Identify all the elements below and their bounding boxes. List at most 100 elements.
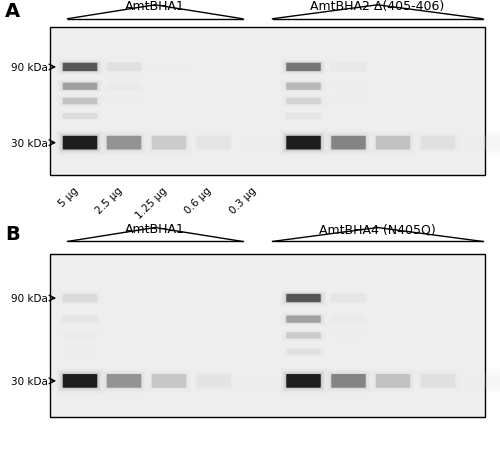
FancyBboxPatch shape — [284, 82, 323, 92]
FancyBboxPatch shape — [242, 374, 276, 388]
FancyBboxPatch shape — [63, 349, 97, 355]
FancyBboxPatch shape — [60, 372, 100, 390]
FancyBboxPatch shape — [328, 133, 370, 153]
FancyBboxPatch shape — [331, 137, 366, 150]
FancyBboxPatch shape — [374, 372, 412, 390]
FancyBboxPatch shape — [62, 83, 98, 91]
FancyBboxPatch shape — [328, 372, 368, 390]
FancyBboxPatch shape — [103, 133, 145, 153]
FancyBboxPatch shape — [286, 63, 321, 72]
FancyBboxPatch shape — [376, 294, 410, 303]
Text: 1.25 μg: 1.25 μg — [134, 185, 169, 220]
FancyBboxPatch shape — [59, 133, 101, 153]
FancyBboxPatch shape — [286, 114, 321, 119]
FancyBboxPatch shape — [331, 332, 366, 339]
FancyBboxPatch shape — [103, 371, 145, 391]
Text: AmtBHA2 Δ(405-406): AmtBHA2 Δ(405-406) — [310, 0, 444, 13]
Text: AmtBHA4 (N405Q): AmtBHA4 (N405Q) — [319, 223, 436, 236]
FancyBboxPatch shape — [63, 83, 97, 91]
FancyBboxPatch shape — [376, 374, 410, 388]
FancyBboxPatch shape — [106, 374, 142, 388]
FancyBboxPatch shape — [150, 136, 188, 151]
FancyBboxPatch shape — [62, 136, 98, 151]
FancyBboxPatch shape — [286, 98, 322, 106]
FancyBboxPatch shape — [466, 137, 500, 150]
FancyBboxPatch shape — [375, 136, 411, 150]
FancyBboxPatch shape — [331, 316, 366, 323]
FancyBboxPatch shape — [286, 83, 322, 91]
FancyBboxPatch shape — [60, 82, 100, 92]
FancyBboxPatch shape — [376, 137, 410, 150]
FancyBboxPatch shape — [282, 314, 325, 325]
FancyBboxPatch shape — [326, 370, 370, 392]
Text: 5 μg: 5 μg — [56, 185, 80, 208]
FancyBboxPatch shape — [106, 136, 142, 150]
FancyBboxPatch shape — [329, 372, 368, 390]
FancyBboxPatch shape — [152, 63, 186, 72]
FancyBboxPatch shape — [282, 292, 326, 305]
FancyBboxPatch shape — [282, 132, 326, 154]
FancyBboxPatch shape — [62, 136, 98, 150]
FancyBboxPatch shape — [421, 374, 456, 388]
FancyBboxPatch shape — [282, 62, 325, 74]
FancyBboxPatch shape — [286, 332, 322, 339]
FancyBboxPatch shape — [58, 61, 102, 75]
FancyBboxPatch shape — [285, 373, 322, 389]
FancyBboxPatch shape — [104, 372, 144, 390]
FancyBboxPatch shape — [58, 369, 102, 393]
FancyBboxPatch shape — [63, 374, 97, 388]
FancyBboxPatch shape — [282, 371, 325, 391]
FancyBboxPatch shape — [281, 369, 326, 393]
Text: AmtBHA1: AmtBHA1 — [125, 0, 185, 13]
FancyBboxPatch shape — [286, 137, 321, 150]
FancyBboxPatch shape — [421, 137, 456, 150]
FancyBboxPatch shape — [106, 373, 142, 389]
FancyBboxPatch shape — [60, 63, 100, 73]
FancyBboxPatch shape — [152, 374, 186, 388]
FancyBboxPatch shape — [285, 315, 322, 324]
FancyBboxPatch shape — [107, 99, 142, 105]
Text: B: B — [5, 225, 20, 244]
FancyBboxPatch shape — [326, 132, 370, 154]
FancyBboxPatch shape — [284, 372, 324, 390]
FancyBboxPatch shape — [286, 332, 321, 339]
FancyBboxPatch shape — [107, 83, 142, 91]
Text: A: A — [5, 2, 20, 21]
FancyBboxPatch shape — [62, 63, 98, 73]
FancyBboxPatch shape — [150, 372, 188, 390]
FancyBboxPatch shape — [281, 291, 326, 306]
FancyBboxPatch shape — [331, 294, 366, 303]
FancyBboxPatch shape — [375, 374, 411, 388]
FancyBboxPatch shape — [286, 374, 322, 388]
FancyBboxPatch shape — [107, 63, 142, 72]
FancyBboxPatch shape — [328, 371, 370, 391]
FancyBboxPatch shape — [286, 83, 321, 91]
FancyBboxPatch shape — [284, 293, 323, 304]
Bar — [50, 255, 485, 417]
FancyBboxPatch shape — [59, 371, 101, 391]
FancyBboxPatch shape — [331, 374, 366, 388]
FancyBboxPatch shape — [328, 134, 368, 153]
FancyBboxPatch shape — [58, 370, 102, 392]
FancyBboxPatch shape — [284, 315, 323, 324]
FancyBboxPatch shape — [331, 63, 366, 72]
FancyBboxPatch shape — [282, 133, 325, 153]
FancyBboxPatch shape — [285, 136, 322, 151]
FancyBboxPatch shape — [284, 314, 324, 325]
FancyBboxPatch shape — [374, 136, 412, 151]
Text: 90 kDa: 90 kDa — [10, 294, 48, 303]
FancyBboxPatch shape — [63, 316, 97, 323]
FancyBboxPatch shape — [281, 131, 326, 155]
FancyBboxPatch shape — [331, 374, 366, 388]
FancyBboxPatch shape — [286, 316, 322, 323]
FancyBboxPatch shape — [285, 63, 322, 73]
FancyBboxPatch shape — [60, 98, 100, 106]
FancyBboxPatch shape — [107, 114, 142, 119]
FancyBboxPatch shape — [286, 99, 321, 105]
FancyBboxPatch shape — [63, 114, 97, 119]
FancyBboxPatch shape — [242, 137, 276, 150]
FancyBboxPatch shape — [62, 83, 98, 91]
FancyBboxPatch shape — [286, 349, 321, 355]
FancyBboxPatch shape — [286, 136, 322, 150]
FancyBboxPatch shape — [62, 98, 98, 106]
